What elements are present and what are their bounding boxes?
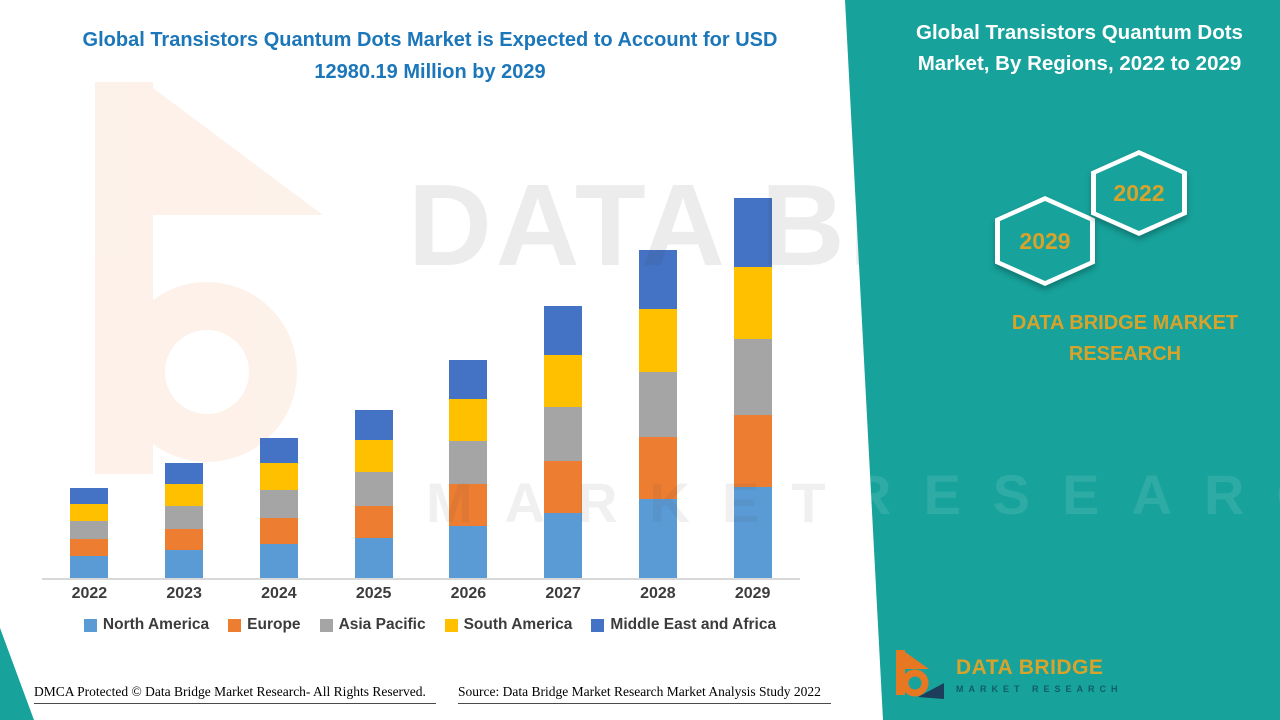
bar-segment <box>544 461 583 513</box>
bar-segment <box>165 528 204 551</box>
bar-segment <box>70 556 109 578</box>
year-badge-2022-label: 2022 <box>1113 179 1165 206</box>
x-axis-label: 2029 <box>734 585 771 602</box>
year-badge-2029: 2029 <box>995 196 1095 286</box>
legend-swatch <box>83 618 97 632</box>
page-title-line1: Global Transistors Quantum Dots Market i… <box>82 29 778 51</box>
footer-source-text: Source: Data Bridge Market Research Mark… <box>458 684 831 704</box>
x-axis-label: 2028 <box>640 585 676 602</box>
legend-swatch <box>228 618 242 632</box>
x-axis-label: 2027 <box>545 585 581 602</box>
bar-segment <box>733 198 772 267</box>
legend-label: Middle East and Africa <box>610 616 777 633</box>
bar-segment <box>733 486 772 578</box>
x-axis-label: 2024 <box>261 585 297 602</box>
year-badges: 2029 2022 <box>995 150 1205 290</box>
side-panel-heading: Global Transistors Quantum Dots Market, … <box>916 21 1243 75</box>
legend-item: South America <box>444 616 573 634</box>
bar-segment <box>165 550 204 578</box>
legend-label: South America <box>463 616 573 633</box>
bar-segment <box>259 517 298 545</box>
bar-column-2028: 2028 <box>638 198 677 602</box>
legend-item: Europe <box>228 616 301 634</box>
footer-dmca-text: DMCA Protected © Data Bridge Market Rese… <box>34 684 436 704</box>
bar-column-2029: 2029 <box>733 198 772 602</box>
bar-segment <box>449 359 488 400</box>
bar-segment <box>165 483 204 506</box>
page-title: Global Transistors Quantum Dots Market i… <box>22 24 838 88</box>
bar-segment <box>259 489 298 518</box>
bar-column-2022: 2022 <box>70 198 109 602</box>
bar-segment <box>354 537 393 578</box>
legend-swatch <box>319 618 333 632</box>
bar-segment <box>449 484 488 526</box>
legend-label: Asia Pacific <box>338 616 426 633</box>
logo-text: DATA BRIDGE MARKET RESEARCH <box>956 656 1123 694</box>
chart-legend: North America Europe Asia Pacific South Ame… <box>30 616 830 634</box>
x-axis-label: 2026 <box>450 585 487 602</box>
side-panel: Global Transistors Quantum Dots Market, … <box>845 0 1280 720</box>
bar-segment <box>354 472 393 506</box>
bar-segment <box>544 355 583 407</box>
bar-column-2026: 2026 <box>449 198 488 602</box>
bar-segment <box>638 499 677 578</box>
bar-column-2024: 2024 <box>259 198 298 602</box>
bar-segment <box>638 309 677 372</box>
corner-accent-triangle <box>0 628 34 720</box>
bar-segment <box>259 463 298 490</box>
bar-segment <box>70 521 109 540</box>
bar-segment <box>733 414 772 487</box>
bar-segment <box>638 371 677 438</box>
bar-segment <box>449 525 488 578</box>
bar-segment <box>354 505 393 538</box>
bar-segment <box>354 410 393 441</box>
legend-swatch <box>444 618 458 632</box>
year-badge-2022: 2022 <box>1091 150 1187 236</box>
legend-item: Asia Pacific <box>319 616 426 634</box>
x-axis-label: 2023 <box>166 585 202 602</box>
bar-segment <box>638 437 677 500</box>
watermark-logo-b-icon <box>95 82 323 474</box>
bar-segment <box>544 406 583 462</box>
bar-segment <box>165 505 204 529</box>
bar-segment <box>165 463 204 484</box>
bar-segment <box>70 488 109 505</box>
brand-text: DATA BRIDGE MARKET RESEARCH <box>1011 312 1239 365</box>
page-title-line2: 12980.19 Million by 2029 <box>314 61 546 83</box>
bar-segment <box>733 338 772 415</box>
bar-segment <box>638 250 677 310</box>
panel-watermark-text: RESEARCH <box>851 463 1280 526</box>
legend-label: North America <box>102 616 210 633</box>
bar-column-2023: 2023 <box>165 198 204 602</box>
bar-segment <box>733 266 772 339</box>
x-axis-label: 2025 <box>355 585 392 602</box>
bar-segment <box>259 438 298 464</box>
logo-name: DATA BRIDGE <box>956 656 1104 679</box>
bar-segment <box>544 306 583 356</box>
bar-segment <box>259 544 298 578</box>
legend-item: Middle East and Africa <box>591 616 776 634</box>
bar-segment <box>354 440 393 473</box>
logo-subtitle: MARKET RESEARCH <box>956 684 1123 694</box>
legend-swatch <box>591 618 605 632</box>
legend-label: Europe <box>247 616 301 633</box>
legend-item: North America <box>83 616 210 634</box>
bar-column-2025: 2025 <box>354 198 393 602</box>
bar-segment <box>544 512 583 578</box>
x-axis-label: 2022 <box>71 585 108 602</box>
bar-segment <box>449 399 488 441</box>
bar-segment <box>70 504 109 522</box>
data-bridge-b-icon <box>896 650 944 699</box>
year-badge-2029-label: 2029 <box>1019 227 1071 254</box>
company-logo: DATA BRIDGE MARKET RESEARCH <box>890 646 1123 704</box>
bar-segment <box>449 440 488 485</box>
bar-segment <box>70 539 109 557</box>
stacked-bar-chart: 2022 2023 2024 2025 2026 2027 2028 2029 <box>42 198 800 602</box>
bar-column-2027: 2027 <box>544 198 583 602</box>
hexagon-fill <box>1096 155 1182 231</box>
